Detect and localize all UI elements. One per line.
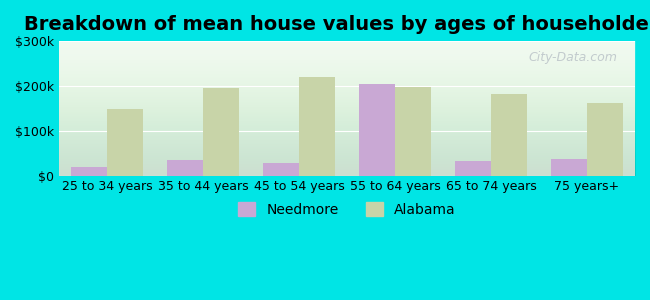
Bar [263,163,299,175]
Bar [70,167,107,176]
Bar [203,88,239,176]
Text: City-Data.com: City-Data.com [529,50,617,64]
Bar [107,109,144,176]
Bar [587,103,623,176]
Title: Breakdown of mean house values by ages of householders: Breakdown of mean house values by ages o… [24,15,650,34]
Bar [491,94,528,176]
Bar [551,158,587,176]
Bar [166,160,203,176]
Bar [299,77,335,176]
Legend: Needmore, Alabama: Needmore, Alabama [233,196,461,222]
Bar [454,161,491,176]
Bar [395,87,432,176]
Bar [359,84,395,176]
